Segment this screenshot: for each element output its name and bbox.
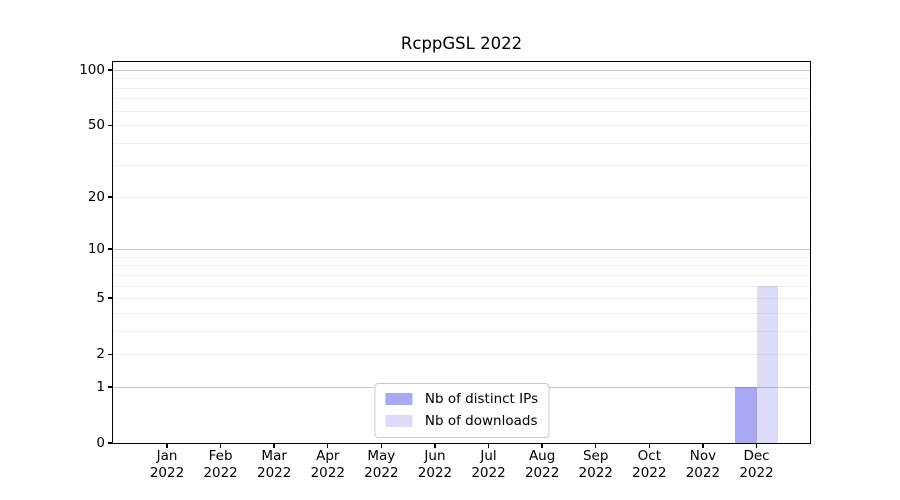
gridline-minor [113, 142, 810, 144]
y-tick-label: 1 [96, 378, 105, 395]
gridline-minor [113, 298, 810, 300]
x-tick-label: Apr 2022 [310, 448, 345, 481]
x-tick-mark [648, 443, 650, 448]
gridline-minor [113, 110, 810, 112]
gridline-minor [113, 274, 810, 276]
legend-swatch-downloads [384, 415, 412, 427]
gridline-minor [113, 165, 810, 167]
x-tick-mark [273, 443, 275, 448]
y-tick-label: 5 [96, 290, 105, 307]
x-tick-label: Dec 2022 [739, 448, 774, 481]
gridline-minor [113, 196, 810, 198]
x-tick-label: Jan 2022 [149, 448, 185, 481]
x-tick-label: Sep 2022 [578, 448, 613, 481]
gridline-major [113, 70, 810, 71]
y-tick-label: 10 [87, 241, 105, 258]
gridline-minor [113, 285, 810, 287]
x-tick-label: Jun 2022 [417, 448, 453, 481]
x-tick-label: Aug 2022 [524, 448, 560, 481]
gridline-minor [113, 78, 810, 80]
gridline-minor [113, 98, 810, 100]
y-tick-label: 50 [87, 117, 105, 134]
x-tick-mark [434, 443, 436, 448]
x-tick-mark [595, 443, 597, 448]
legend-label-distinct-ips: Nb of distinct IPs [424, 391, 539, 407]
x-tick-label: Oct 2022 [632, 448, 667, 481]
x-tick-mark [219, 443, 222, 448]
gridline-minor [113, 354, 810, 356]
y-tick-label: 100 [79, 62, 105, 78]
gridline-minor [113, 312, 810, 314]
gridline-minor [113, 265, 810, 267]
y-tick-mark [108, 124, 113, 126]
gridline-minor [113, 330, 810, 332]
legend-swatch-distinct-ips [384, 393, 412, 405]
y-tick-label: 20 [87, 188, 105, 205]
legend-item-distinct-ips: Nb of distinct IPs [384, 391, 539, 407]
x-tick-label: Jul 2022 [471, 448, 506, 481]
x-tick-mark [327, 443, 329, 448]
gridline-minor [113, 256, 810, 258]
y-tick-label: 2 [96, 346, 105, 363]
y-tick-label: 0 [96, 435, 105, 451]
bar-downloads [756, 285, 778, 443]
gridline-major [113, 249, 810, 251]
y-tick-mark [108, 196, 113, 198]
x-tick-label: Nov 2022 [685, 448, 721, 481]
x-tick-label: May 2022 [364, 448, 399, 481]
bars-layer [113, 62, 810, 443]
x-tick-mark [380, 443, 383, 448]
x-tick-mark [166, 443, 168, 448]
bar-distinct-ips [735, 386, 757, 443]
y-tick-mark [108, 442, 113, 444]
plot-area: Nb of distinct IPs Nb of downloads [113, 62, 810, 443]
x-tick-mark [487, 443, 490, 448]
x-tick-mark [702, 443, 704, 448]
x-tick-mark [541, 443, 543, 448]
y-tick-mark [108, 297, 113, 299]
y-tick-mark [108, 353, 113, 355]
gridline-minor [113, 87, 810, 89]
legend-label-downloads: Nb of downloads [424, 413, 538, 429]
gridline-minor [113, 125, 810, 127]
legend: Nb of distinct IPs Nb of downloads [373, 383, 550, 438]
x-tick-label: Feb 2022 [203, 448, 238, 481]
y-tick-mark [108, 69, 113, 71]
y-tick-mark [108, 248, 113, 250]
chart-title: RcppGSL 2022 [400, 34, 523, 53]
legend-item-downloads: Nb of downloads [384, 413, 538, 429]
y-tick-mark [108, 386, 113, 388]
gridlines-layer [113, 62, 810, 443]
x-tick-mark [755, 443, 758, 448]
x-tick-label: Mar 2022 [256, 448, 292, 481]
